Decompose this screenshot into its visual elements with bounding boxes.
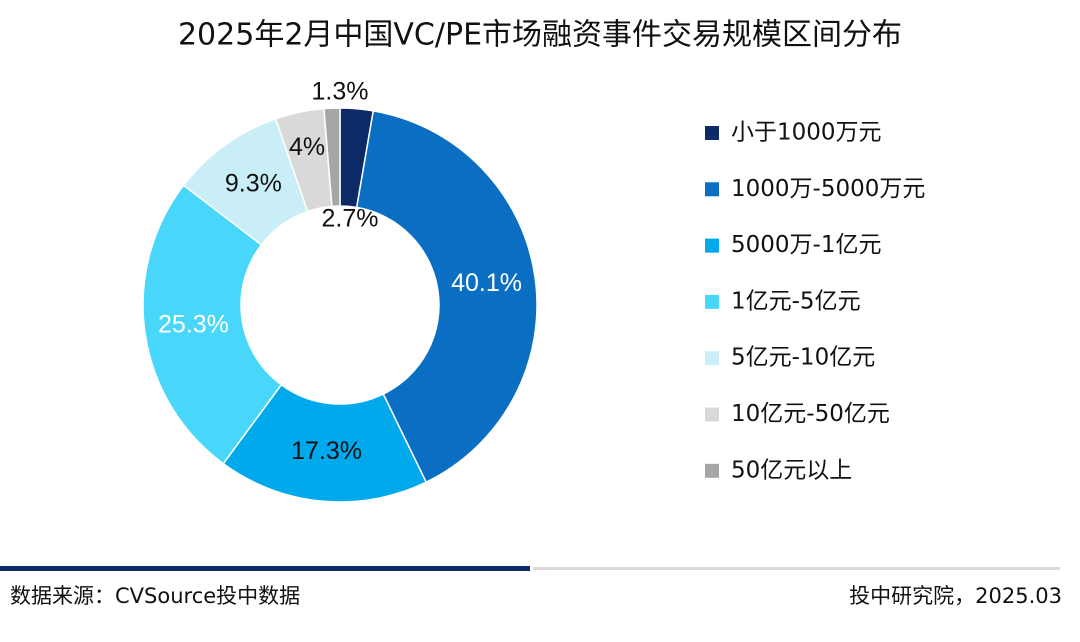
legend-swatch [705, 126, 719, 140]
legend-swatch [705, 238, 719, 253]
donut-segment [142, 184, 283, 465]
legend-swatch [705, 294, 719, 309]
donut-segment [222, 383, 428, 503]
footer-credit: 投中研究院，2025.03 [849, 584, 1062, 608]
legend-label: 5亿元-10亿元 [731, 345, 875, 371]
data-label: 4% [289, 133, 325, 161]
footer-rule-light [533, 567, 1060, 570]
legend-swatch [705, 351, 719, 366]
legend-swatch [705, 182, 719, 197]
data-label: 40.1% [451, 269, 522, 297]
legend-swatch [705, 407, 719, 422]
footer-rule-dark [0, 566, 530, 571]
data-label: 17.3% [291, 437, 362, 465]
data-label: 25.3% [158, 310, 229, 338]
legend-swatch [705, 463, 719, 478]
legend-label: 1000万-5000万元 [731, 176, 925, 202]
data-label: 9.3% [225, 170, 282, 198]
legend-label: 5000万-1亿元 [731, 232, 881, 258]
legend-label: 50亿元以上 [731, 457, 852, 483]
chart-title: 2025年2月中国VC/PE市场融资事件交易规模区间分布 [178, 18, 902, 53]
footer-source: 数据来源：CVSource投中数据 [10, 584, 300, 608]
donut-segment [355, 109, 538, 484]
legend-label: 小于1000万元 [731, 120, 882, 146]
legend-label: 10亿元-50亿元 [731, 401, 890, 427]
data-label: 1.3% [312, 78, 369, 106]
donut-segment [323, 107, 341, 208]
legend-label: 1亿元-5亿元 [731, 288, 861, 314]
